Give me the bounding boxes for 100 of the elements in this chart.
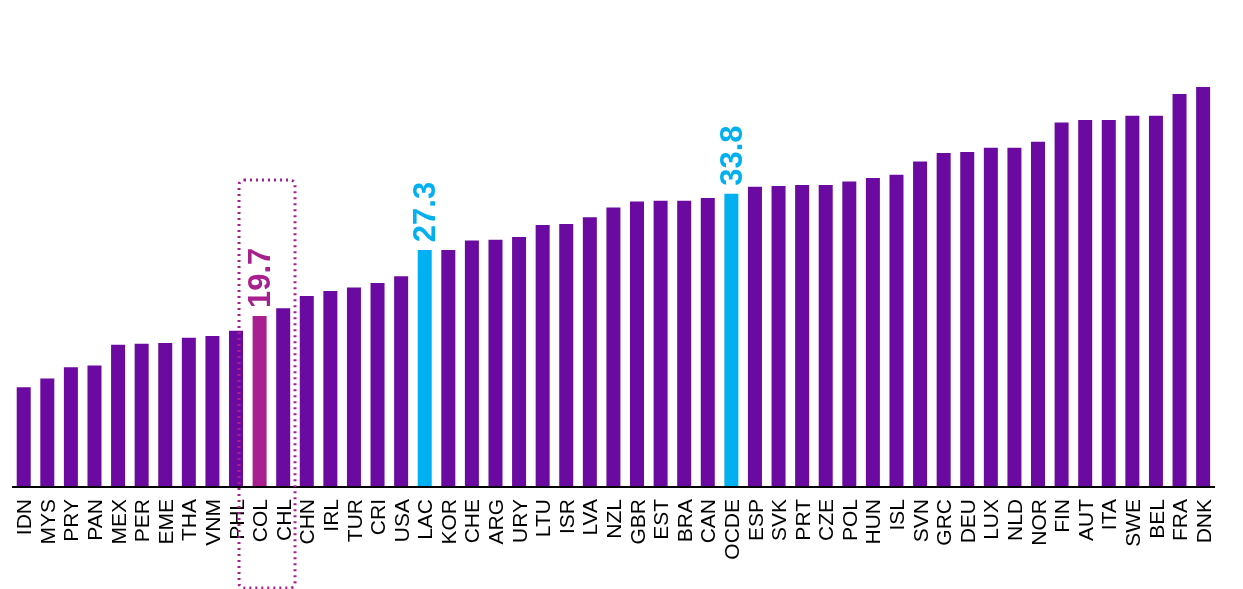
- bar: [158, 342, 173, 487]
- x-tick-label: USA: [389, 499, 413, 543]
- bar: [181, 337, 196, 487]
- bar: [630, 201, 645, 487]
- x-tick-label: CHN: [295, 499, 319, 545]
- bar: [1031, 141, 1046, 487]
- bar: [1101, 119, 1116, 487]
- bar: [276, 308, 291, 487]
- x-tick-label: CHE: [460, 499, 484, 544]
- x-tick-label: DEU: [955, 499, 979, 544]
- bar: [370, 283, 385, 487]
- x-tick-label: MYS: [35, 499, 59, 545]
- x-tick-label: ISR: [554, 499, 578, 535]
- x-tick-label: GRC: [932, 499, 956, 546]
- x-tick-label: CHL: [271, 499, 295, 542]
- x-tick-label: OCDE: [719, 499, 743, 560]
- x-tick-label: URY: [507, 499, 531, 543]
- bar: [771, 185, 786, 487]
- bar: [1054, 122, 1069, 487]
- bar: [40, 378, 55, 487]
- bar: [795, 185, 810, 487]
- x-tick-label: GBR: [625, 499, 649, 545]
- bar: [16, 387, 31, 487]
- bar: [747, 186, 762, 487]
- data-label: 33.8: [713, 125, 749, 186]
- x-tick-label: VNM: [201, 499, 224, 546]
- data-label: 27.3: [407, 181, 443, 243]
- x-tick-label: PAN: [83, 499, 107, 541]
- x-tick-label: FRA: [1168, 499, 1192, 541]
- bar: [842, 181, 857, 487]
- bar: [441, 250, 456, 487]
- bar: [512, 237, 527, 487]
- x-tick-label: COL: [248, 499, 272, 543]
- x-tick-label: TUR: [342, 499, 366, 543]
- x-tick-label: LUX: [979, 499, 1003, 540]
- bar: [87, 365, 102, 487]
- x-tick-label: POL: [837, 499, 861, 542]
- x-tick-label: SWE: [1120, 499, 1144, 547]
- bar: [394, 276, 409, 487]
- bar: [205, 336, 220, 487]
- bar: [134, 343, 149, 487]
- x-tick-label: THA: [177, 499, 201, 541]
- x-tick-label: ESP: [743, 499, 767, 542]
- bar: [1007, 147, 1022, 487]
- bar: [653, 200, 668, 487]
- bar: [252, 316, 267, 487]
- bar: [63, 367, 78, 487]
- bar: [913, 161, 928, 487]
- x-tick-label: BEL: [1144, 499, 1168, 539]
- bar: [889, 174, 904, 487]
- x-tick-label: KOR: [436, 499, 460, 545]
- bar: [983, 147, 998, 487]
- x-tick-label: IDN: [12, 499, 36, 536]
- x-tick-label: CZE: [814, 499, 838, 541]
- data-label: 19.7: [242, 247, 278, 309]
- x-tick-label: ISL: [885, 499, 909, 531]
- x-tick-label: LVA: [578, 499, 602, 536]
- x-tick-label: PER: [130, 499, 154, 543]
- bar: [229, 330, 244, 487]
- x-tick-label: NLD: [1003, 499, 1026, 542]
- x-tick-label: NOR: [1026, 499, 1050, 546]
- x-tick-label: BRA: [672, 499, 696, 543]
- x-tick-label: SVK: [767, 499, 791, 542]
- bar: [677, 200, 692, 487]
- bar: [1125, 115, 1140, 487]
- bar: [111, 344, 126, 487]
- bar: [818, 185, 833, 487]
- bar: [1196, 87, 1211, 487]
- bar: [559, 224, 574, 487]
- x-tick-label: LAC: [413, 499, 437, 540]
- bar: [1078, 119, 1093, 487]
- bar: [417, 250, 432, 487]
- bar: [464, 240, 479, 487]
- bar: [1148, 115, 1163, 487]
- x-tick-label: PRY: [59, 499, 83, 542]
- bar: [865, 178, 880, 487]
- x-tick-label: DNK: [1191, 499, 1215, 544]
- x-tick-label: CRI: [366, 499, 390, 536]
- bar: [606, 207, 621, 487]
- bar: [323, 290, 338, 487]
- bar: [1172, 93, 1187, 487]
- bar: [960, 152, 975, 487]
- bar: [724, 193, 739, 487]
- x-tick-label: AUT: [1073, 498, 1097, 541]
- x-tick-label: EME: [153, 499, 177, 545]
- bar: [936, 152, 951, 487]
- x-tick-label: LTU: [531, 499, 555, 538]
- x-tick-label: FIN: [1050, 499, 1074, 533]
- bar: [488, 239, 503, 487]
- x-tick-label: PRT: [790, 498, 814, 541]
- bar: [582, 217, 597, 487]
- bar: [535, 224, 550, 487]
- bar: [346, 287, 361, 487]
- x-tick-label: IRL: [318, 499, 342, 532]
- x-tick-label: CAN: [696, 499, 720, 544]
- x-tick-label: NZL: [602, 499, 625, 539]
- x-tick-label: ARG: [484, 499, 508, 545]
- bar: [700, 198, 715, 487]
- bar: [299, 296, 314, 487]
- x-tick-label: HUN: [861, 499, 885, 545]
